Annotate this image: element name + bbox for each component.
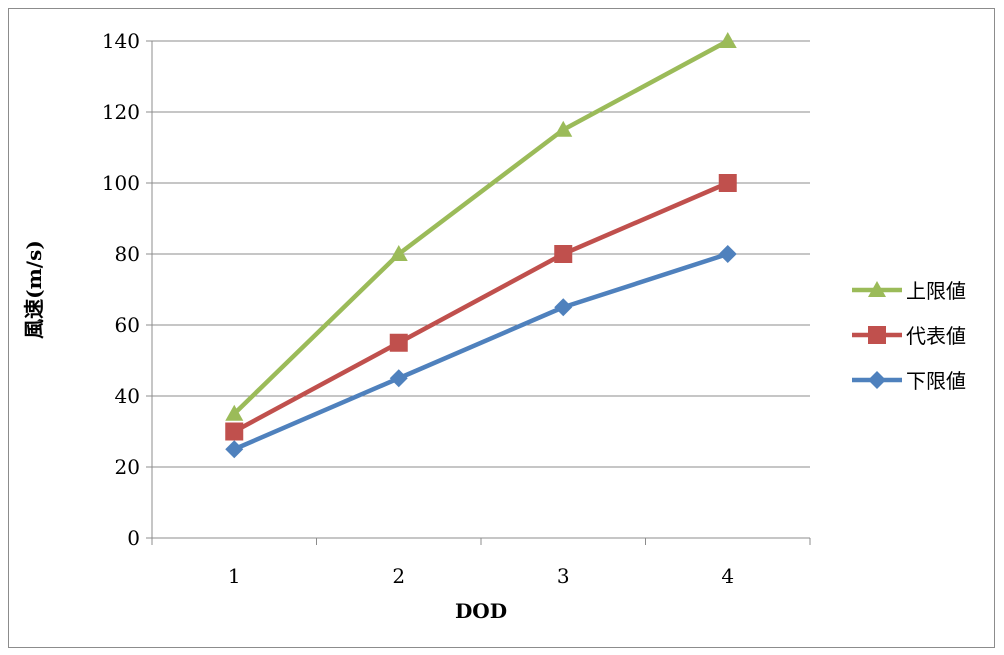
legend-entry-0: 上限値 — [852, 279, 966, 303]
y-tick-label-0: 0 — [127, 526, 140, 550]
x-tick-label-3: 4 — [721, 564, 734, 588]
y-tick-label-3: 60 — [115, 313, 140, 337]
legend-marker-0 — [868, 281, 886, 297]
legend-marker-2 — [868, 371, 886, 389]
y-tick-label-6: 120 — [102, 100, 140, 124]
legend-label-0: 上限値 — [906, 279, 966, 303]
series-0-point-1 — [389, 245, 408, 261]
chart-frame — [8, 8, 995, 648]
y-tick-label-7: 140 — [102, 29, 140, 53]
series-1-point-1 — [389, 333, 408, 352]
y-tick-label-1: 20 — [115, 455, 140, 479]
series-line-1 — [233, 180, 729, 434]
legend-label-1: 代表値 — [906, 324, 966, 348]
y-tick-label-5: 100 — [102, 171, 140, 195]
legend-entry-2: 下限値 — [852, 369, 966, 393]
series-layer — [225, 32, 737, 459]
series-2-point-3 — [718, 245, 737, 263]
series-2 — [225, 245, 737, 459]
gridlines — [152, 40, 810, 468]
x-axis-title: DOD — [455, 599, 507, 623]
x-tick-label-1: 2 — [392, 564, 405, 588]
legend-marker-1 — [868, 326, 886, 344]
y-tick-label-2: 40 — [115, 384, 140, 408]
series-1-point-3 — [718, 174, 737, 192]
y-axis-title: 風速(m/s) — [22, 240, 46, 339]
series-0-point-2 — [554, 120, 573, 137]
x-tick-label-0: 1 — [228, 564, 241, 588]
series-1 — [225, 174, 737, 441]
series-2-point-2 — [554, 298, 573, 317]
legend-entry-1: 代表値 — [852, 324, 966, 348]
series-0 — [225, 32, 737, 421]
series-line-2 — [233, 251, 729, 452]
legend-label-2: 下限値 — [906, 369, 966, 393]
series-0-point-0 — [225, 404, 244, 421]
series-1-point-2 — [554, 245, 573, 263]
series-2-point-1 — [389, 369, 408, 388]
axes: 0 20 40 60 80 100 120 140 1 2 3 4 — [102, 29, 811, 588]
y-tick-label-4: 80 — [115, 242, 140, 266]
series-2-point-0 — [225, 440, 244, 459]
series-0-point-3 — [718, 32, 737, 48]
series-line-0 — [232, 39, 729, 416]
x-tick-label-2: 3 — [557, 564, 570, 588]
series-1-point-0 — [225, 422, 244, 441]
